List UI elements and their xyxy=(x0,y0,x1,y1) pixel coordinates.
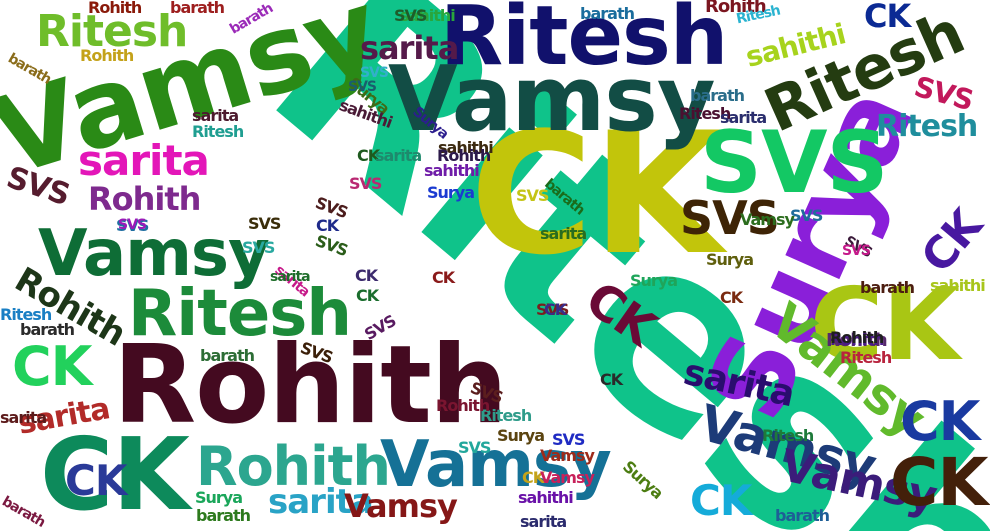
word-111: Vamsy xyxy=(540,446,595,465)
word-119: sarita xyxy=(270,269,311,285)
word-3: Vamsy xyxy=(388,47,715,152)
word-84: SVS xyxy=(458,438,491,457)
word-61: sahithi xyxy=(518,488,574,507)
word-120: sarita xyxy=(540,224,587,243)
word-69: barath xyxy=(20,320,75,339)
word-41: Rohith xyxy=(705,0,767,17)
word-81: SVS xyxy=(536,300,569,319)
word-99: CK xyxy=(357,146,380,165)
word-49: Surya xyxy=(706,250,754,269)
word-18: sarita xyxy=(78,136,210,185)
word-102: CK xyxy=(600,370,623,389)
word-44: Ritesh xyxy=(192,122,244,141)
word-105: Rohith xyxy=(80,46,134,65)
word-62: sahithi xyxy=(438,138,494,157)
word-59: sahithi xyxy=(930,276,986,295)
word-38: CK xyxy=(65,456,127,505)
word-115: sarita xyxy=(375,146,422,165)
word-54: Surya xyxy=(497,426,545,445)
word-88: SVS xyxy=(118,217,147,233)
word-109: Rohith xyxy=(830,328,884,347)
word-11: Ritesh xyxy=(128,277,352,351)
word-94: SVS xyxy=(348,79,377,95)
word-29: Rohith xyxy=(88,180,201,218)
word-2: CK xyxy=(470,96,722,292)
word-83: SVS xyxy=(516,186,549,205)
word-100: CK xyxy=(356,286,379,305)
word-71: barath xyxy=(196,506,251,525)
word-57: sahithi xyxy=(400,6,456,25)
word-82: SVS xyxy=(248,214,281,233)
word-97: CK xyxy=(544,300,567,319)
word-40: Rohith xyxy=(826,330,888,351)
word-45: Ritesh xyxy=(480,406,532,425)
word-63: barath xyxy=(580,4,635,23)
word-8: CK xyxy=(810,266,960,383)
word-25: SVS xyxy=(680,191,780,245)
word-16: Rohith xyxy=(196,435,391,498)
word-65: barath xyxy=(170,0,225,17)
word-70: barath xyxy=(775,506,830,525)
word-101: CK xyxy=(355,266,378,285)
word-21: CK xyxy=(900,390,980,453)
word-118: sarita xyxy=(520,512,567,531)
word-89: SVS xyxy=(842,243,871,259)
word-46: Ritesh xyxy=(0,305,52,324)
word-110: Vamsy xyxy=(740,210,795,229)
word-108: Rohith xyxy=(830,330,884,349)
word-86: SVS xyxy=(790,206,823,225)
word-79: SVS xyxy=(349,174,382,193)
word-32: sarita xyxy=(268,482,374,522)
word-98: CK xyxy=(720,288,743,307)
word-48: Ritesh xyxy=(762,426,814,445)
word-64: barath xyxy=(690,86,745,105)
word-76: SVS xyxy=(116,216,149,235)
word-20: CK xyxy=(890,444,989,521)
word-1: Rohith xyxy=(113,323,508,448)
word-103: CK xyxy=(522,468,545,487)
word-96: CK xyxy=(316,216,339,235)
word-43: Ritesh xyxy=(679,104,731,123)
word-53: Surya xyxy=(630,271,678,290)
word-90: SVS xyxy=(242,238,275,257)
word-56: Surya xyxy=(195,488,243,507)
word-27: Ritesh xyxy=(876,109,978,144)
word-4: Ritesh xyxy=(440,0,728,84)
word-107: Rohith xyxy=(88,0,142,17)
word-9: CK xyxy=(40,416,190,531)
word-23: CK xyxy=(690,476,752,525)
word-85: SVS xyxy=(552,430,585,449)
word-30: sarita xyxy=(360,29,459,67)
word-60: sahithi xyxy=(424,161,480,180)
word-42: Ritesh xyxy=(840,348,892,367)
word-39: CK xyxy=(864,0,911,35)
word-95: CK xyxy=(432,268,455,287)
word-7: SVS xyxy=(700,113,888,213)
word-104: Rohith xyxy=(436,396,490,415)
word-87: SVS xyxy=(360,65,389,81)
word-50: Surya xyxy=(427,183,475,202)
word-114: sarita xyxy=(192,106,239,125)
word-106: Rohith xyxy=(437,146,491,165)
word-67: barath xyxy=(860,278,915,297)
word-22: CK xyxy=(12,335,92,398)
word-37: Vamsy xyxy=(344,487,458,525)
word-117: sarita xyxy=(0,408,47,427)
word-75: SVS xyxy=(394,6,427,25)
word-112: Vamsy xyxy=(540,468,595,487)
word-10: Vamsy xyxy=(38,217,270,291)
word-12: Vamsy xyxy=(380,428,612,502)
word-68: barath xyxy=(200,346,255,365)
word-113: sarita xyxy=(720,108,767,127)
word-17: Ritesh xyxy=(36,6,188,57)
